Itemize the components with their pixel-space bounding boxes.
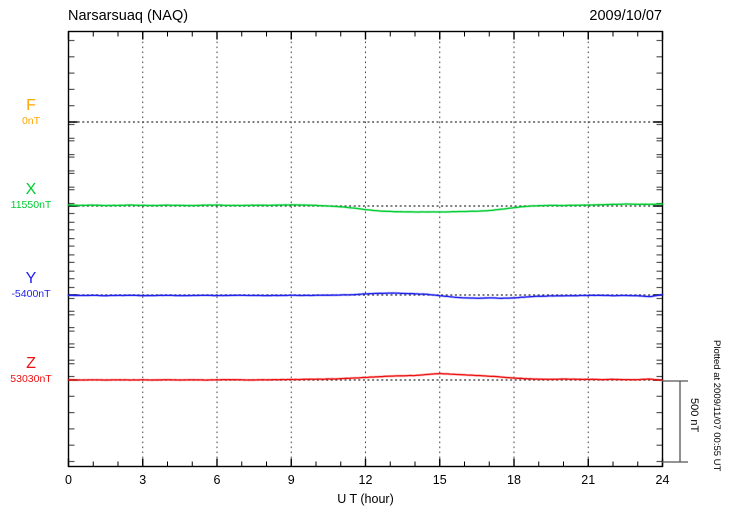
component-symbol-y: Y [25,270,37,287]
component-label-x: X 11550nT [0,181,62,211]
component-baseline-x: 11550nT [10,198,52,211]
traces-layer [67,202,664,382]
x-tick-label: 6 [213,472,221,487]
trace-z [67,372,664,381]
component-label-y: Y -5400nT [0,270,62,300]
plotted-at-text: Plotted at 2009/11/07 00:55 UT [711,340,722,472]
component-baseline-y: -5400nT [11,287,51,300]
scale-bar-label: 500 nT [688,398,700,433]
x-tick-label: 0 [65,472,72,487]
component-symbol-z: Z [26,355,36,372]
component-symbol-x: X [25,181,37,198]
component-symbol-f: F [26,97,36,114]
component-label-z: Z 53030nT [0,355,62,385]
component-baseline-z: 53030nT [10,372,52,385]
page-title: Narsarsuaq (NAQ) [68,8,189,24]
x-tick-label: 9 [287,472,295,487]
observation-date: 2009/10/07 [589,8,662,24]
x-tick-label: 21 [581,472,596,487]
grid-layer [68,31,663,467]
component-baseline-f: 0nT [21,114,41,127]
x-tick-label: 12 [358,472,373,487]
x-axis-title: U T (hour) [337,491,394,506]
trace-x [67,203,664,213]
plot-frame [67,30,664,468]
x-tick-label: 18 [507,472,521,487]
scale-bar [662,380,688,463]
trace-y [67,292,664,299]
x-tick-label: 3 [139,472,147,487]
x-tick-label: 24 [655,472,670,487]
component-label-f: F 0nT [0,97,62,127]
x-tick-label: 15 [432,472,447,487]
